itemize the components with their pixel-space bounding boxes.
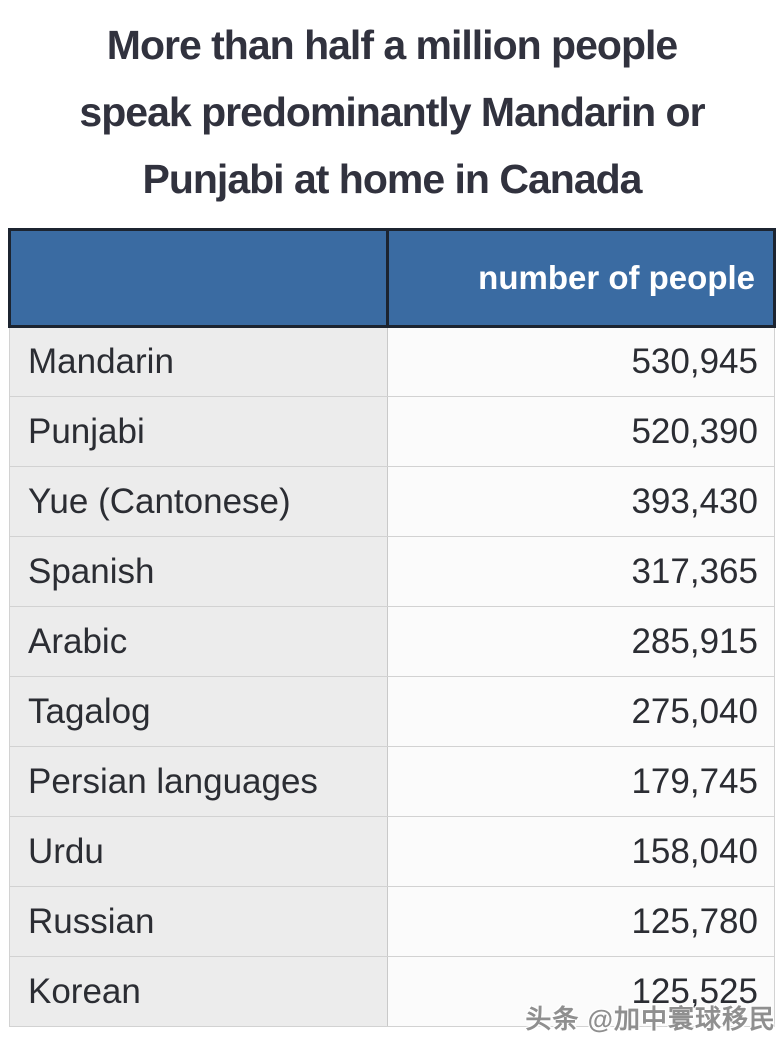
language-cell: Yue (Cantonese) [9, 466, 388, 537]
table-row: Russian 125,780 [9, 886, 775, 957]
language-cell: Urdu [9, 816, 388, 887]
language-cell: Russian [9, 886, 388, 957]
table-row: Korean 125,525 [9, 956, 775, 1027]
header-number-of-people-cell: number of people [386, 228, 776, 328]
value-cell: 179,745 [387, 746, 775, 817]
language-cell: Persian languages [9, 746, 388, 817]
chart-title-line: More than half a million people [106, 22, 678, 68]
language-cell: Spanish [9, 536, 388, 607]
language-cell: Korean [9, 956, 388, 1027]
value-cell: 317,365 [387, 536, 775, 607]
table-row: Mandarin 530,945 [9, 326, 775, 397]
language-cell: Punjabi [9, 396, 388, 467]
value-cell: 125,525 [387, 956, 775, 1027]
value-cell: 393,430 [387, 466, 775, 537]
chart-title: More than half a million people speak pr… [0, 12, 784, 213]
table-header-row: number of people [8, 228, 776, 328]
table-row: Urdu 158,040 [9, 816, 775, 887]
value-cell: 520,390 [387, 396, 775, 467]
chart-title-line: Punjabi at home in Canada [142, 156, 643, 202]
table-body: Mandarin 530,945 Punjabi 520,390 Yue (Canton… [9, 326, 775, 1027]
table-row: Punjabi 520,390 [9, 396, 775, 467]
value-cell: 158,040 [387, 816, 775, 887]
table-row: Persian languages 179,745 [9, 746, 775, 817]
table-row: Yue (Cantonese) 393,430 [9, 466, 775, 537]
table-header: number of people [8, 228, 776, 328]
language-cell: Mandarin [9, 326, 388, 397]
languages-table: number of people Mandarin 530,945 Punjabi 5… [8, 228, 776, 1027]
table-row: Tagalog 275,040 [9, 676, 775, 747]
watermark: 头条 @加中寰球移民 [525, 1004, 776, 1034]
value-cell: 275,040 [387, 676, 775, 747]
chart-title-line: speak predominantly Mandarin or [79, 89, 705, 135]
value-cell: 530,945 [387, 326, 775, 397]
language-cell: Tagalog [9, 676, 388, 747]
header-language-cell [8, 228, 389, 328]
language-cell: Arabic [9, 606, 388, 677]
value-cell: 285,915 [387, 606, 775, 677]
value-cell: 125,780 [387, 886, 775, 957]
table-row: Arabic 285,915 [9, 606, 775, 677]
table-row: Spanish 317,365 [9, 536, 775, 607]
